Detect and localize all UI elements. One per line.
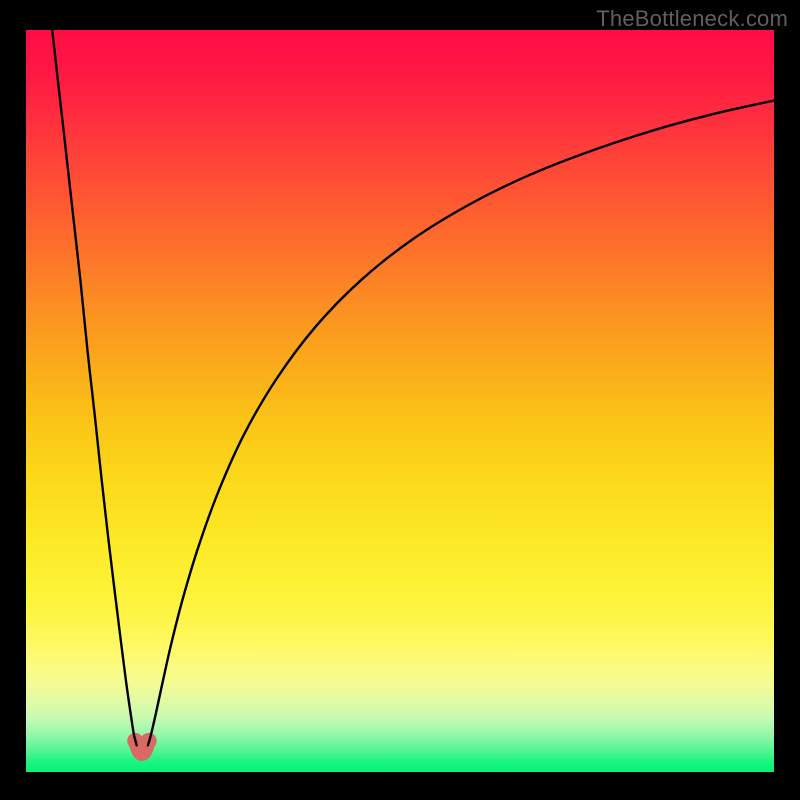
chart-background <box>26 30 774 772</box>
plot-area <box>26 30 774 772</box>
plot-svg <box>26 30 774 772</box>
watermark-text: TheBottleneck.com <box>596 6 788 32</box>
figure-root: TheBottleneck.com <box>0 0 800 800</box>
